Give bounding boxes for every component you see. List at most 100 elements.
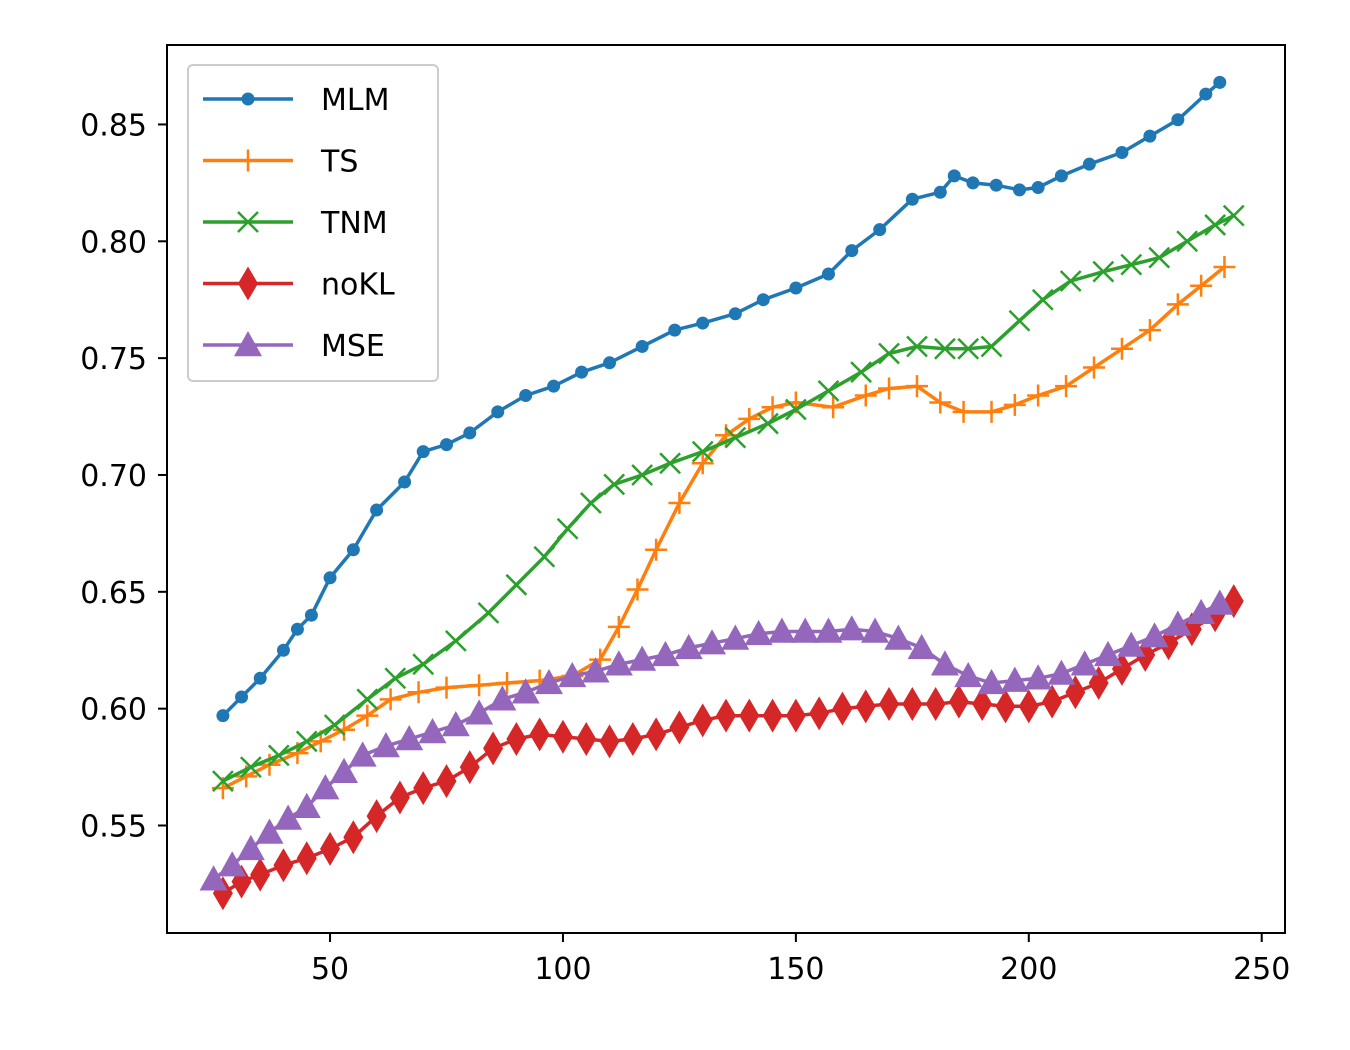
data-point [496,671,519,694]
data-point [199,865,228,891]
data-point [668,323,682,337]
x-tick-label: 200 [1000,952,1057,987]
legend-label: TS [320,145,358,180]
legend-marker [238,266,258,301]
data-point [980,400,1003,423]
data-point [1148,246,1171,269]
data-point [817,379,840,402]
data-point [1054,169,1068,183]
data-point [1117,631,1146,657]
data-point [295,730,318,753]
data-point [1187,598,1216,625]
data-point [236,834,265,861]
data-point [1031,288,1054,311]
data-point [580,492,602,514]
legend: MLM TS TNM noKL MSE [187,64,439,382]
data-point [728,307,742,321]
x-tick-label: 100 [534,952,591,987]
axes-frame [166,44,1286,934]
data-point [692,703,713,738]
data-point [837,615,866,641]
data-point [1222,204,1245,227]
x-tick-label: 150 [767,952,824,987]
data-point [1027,384,1050,407]
data-point [218,851,247,877]
data-point [668,492,691,515]
data-point [757,412,779,435]
data-point [1199,87,1213,101]
data-point [356,704,379,727]
y-tick-label: 0.55 [80,810,147,845]
data-point [276,643,290,657]
data-point [575,365,589,379]
data-point [905,375,928,398]
legend-box [187,64,439,382]
data-point [212,770,234,792]
data-point [1008,309,1031,332]
x-tick-label: 250 [1233,952,1290,987]
data-point [854,384,877,407]
data-point [444,630,467,652]
data-point [529,717,550,752]
data-point [239,756,262,778]
data-point [491,405,505,419]
data-point [416,445,430,459]
data-point [674,633,703,660]
data-point [304,608,318,622]
y-tick-label: 0.60 [80,693,147,728]
data-point [1143,129,1157,143]
data-point [465,699,494,725]
data-point [1163,610,1192,636]
plot-area [199,75,1245,911]
legend-label: TNM [320,206,388,241]
data-point [253,671,267,685]
data-point [878,342,900,365]
data-point [1140,622,1169,648]
data-point [761,396,784,419]
legend-item-mse: MSE [203,329,385,364]
data-point [395,725,424,751]
data-point [966,176,980,190]
data-point [576,722,597,757]
data-point [724,426,747,449]
data-point [905,192,919,206]
data-point [255,818,284,844]
data-point [628,645,657,671]
data-point [603,356,617,370]
data-point [534,668,563,695]
data-point [323,714,346,736]
data-point [603,473,626,496]
data-point [1055,375,1078,398]
data-point [907,633,936,660]
legend-label: noKL [321,268,395,303]
data-point [413,771,434,806]
data-point [631,464,654,486]
legend-marker [237,211,259,233]
series-line [222,265,1226,790]
data-point [1115,145,1129,159]
data-point [651,640,680,667]
y-tick-label: 0.65 [80,576,147,611]
data-point [791,617,820,643]
data-point [1092,260,1115,283]
data-point [440,438,453,452]
data-point [533,545,556,568]
data-point [980,335,1003,358]
data-point [1171,113,1185,127]
data-point [784,398,807,421]
data-point [370,503,384,517]
data-point [934,337,956,360]
legend-item-ts: TS [203,145,358,180]
y-tick-label: 0.70 [80,459,147,494]
data-point [822,396,845,419]
data-point [721,624,750,650]
axes-ticks: 50 100 150 200 250 0.55 0.60 0.65 0.70 0.75 0.80 0.… [80,108,1290,987]
legend-item-mlm: MLM [203,83,389,118]
data-point [330,757,359,783]
data-point [972,686,993,721]
data-point [436,764,457,799]
data-point [691,440,714,463]
data-point [995,689,1016,724]
data-point [977,668,1006,695]
data-point [547,379,561,393]
